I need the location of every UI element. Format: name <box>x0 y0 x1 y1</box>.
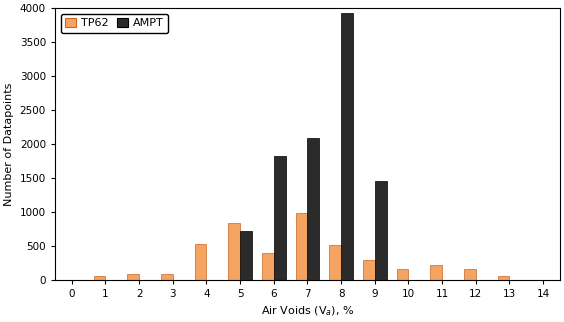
Bar <box>329 245 341 279</box>
Bar <box>94 276 105 279</box>
Bar <box>497 276 509 279</box>
Legend: TP62, AMPT: TP62, AMPT <box>60 14 168 33</box>
Bar <box>341 13 353 279</box>
Bar <box>374 181 386 279</box>
Y-axis label: Number of Datapoints: Number of Datapoints <box>4 82 14 205</box>
Bar <box>396 270 408 279</box>
Bar <box>430 265 442 279</box>
Bar <box>307 138 319 279</box>
Bar <box>240 232 252 279</box>
Bar <box>464 269 475 279</box>
Bar <box>127 274 139 279</box>
Bar <box>274 156 285 279</box>
X-axis label: Air Voids (V$_a$), %: Air Voids (V$_a$), % <box>261 304 354 318</box>
Bar <box>363 260 374 279</box>
Bar <box>296 213 307 279</box>
Bar <box>262 253 274 279</box>
Bar <box>161 274 173 279</box>
Bar <box>228 223 240 279</box>
Bar <box>195 244 206 279</box>
